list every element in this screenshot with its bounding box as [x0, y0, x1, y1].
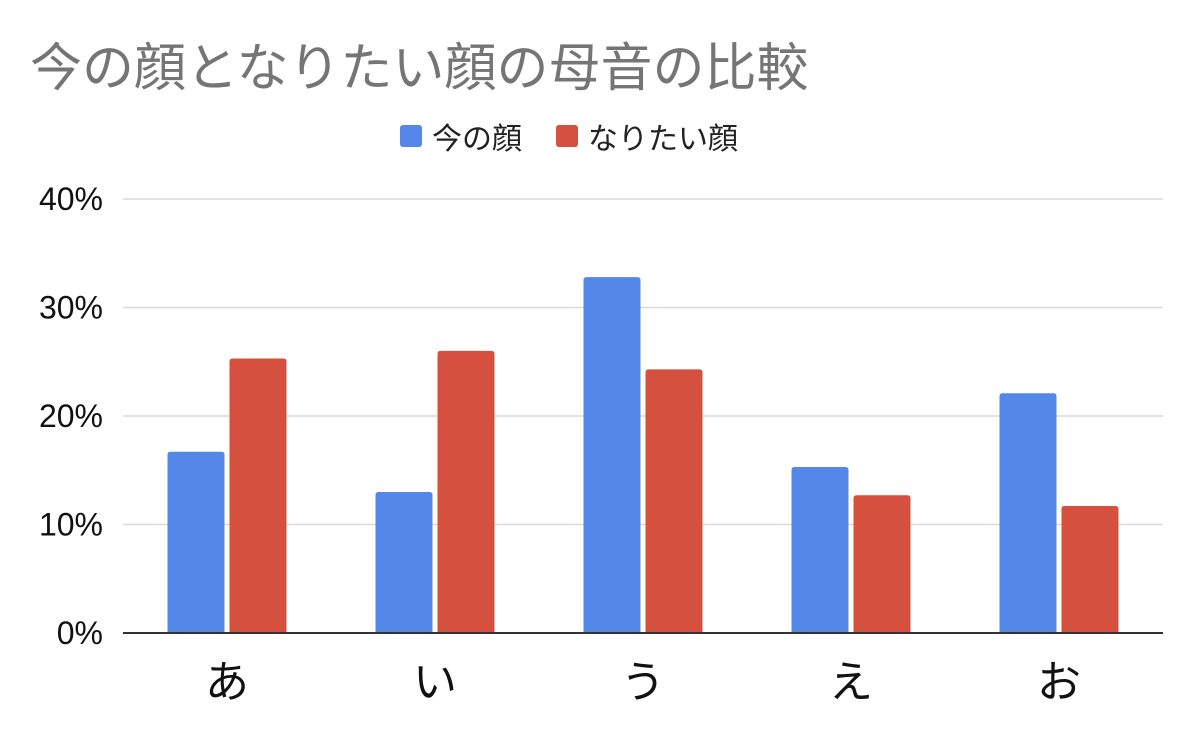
x-tick-label: え [829, 657, 873, 708]
legend-item-current-face: 今の顔 [400, 114, 522, 158]
x-tick-label: い [413, 657, 457, 708]
x-tick-label: お [1037, 657, 1081, 708]
bar-desired-face [229, 358, 287, 633]
y-tick-label: 0% [57, 615, 103, 651]
bar-current-face [375, 491, 433, 633]
bar-desired-face [1061, 506, 1119, 633]
legend-swatch-current-face [400, 125, 422, 147]
bar-current-face [791, 466, 849, 633]
legend-item-desired-face: なりたい顔 [556, 114, 738, 158]
x-tick-label: あ [205, 657, 249, 708]
bar-current-face [167, 451, 225, 633]
bar-desired-face [645, 369, 703, 633]
y-tick-label: 40% [39, 181, 103, 217]
chart-legend: 今の顔 なりたい顔 [400, 114, 738, 158]
y-tick-label: 30% [39, 290, 103, 326]
x-tick-label: う [621, 657, 665, 708]
bar-current-face [583, 277, 641, 633]
y-tick-label: 20% [39, 398, 103, 434]
chart-title: 今の顔となりたい顔の母音の比較 [30, 39, 809, 99]
y-tick-label: 10% [39, 507, 103, 543]
bar-desired-face [853, 495, 911, 633]
bar-current-face [999, 393, 1057, 633]
bar-desired-face [437, 350, 495, 633]
legend-swatch-desired-face [556, 125, 578, 147]
legend-label-current-face: 今の顔 [432, 122, 522, 157]
legend-label-desired-face: なりたい顔 [588, 122, 738, 157]
